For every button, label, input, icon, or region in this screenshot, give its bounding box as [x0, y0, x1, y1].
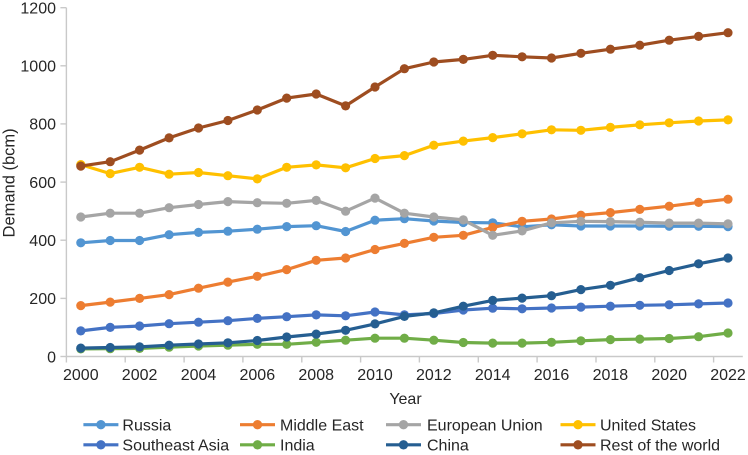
svg-text:Southeast Asia: Southeast Asia: [122, 438, 229, 455]
svg-text:Middle East: Middle East: [280, 417, 364, 434]
svg-text:United States: United States: [600, 417, 696, 434]
svg-text:China: China: [427, 438, 469, 455]
svg-text:2000: 2000: [63, 367, 99, 384]
svg-text:600: 600: [29, 175, 56, 192]
svg-text:2020: 2020: [651, 367, 687, 384]
svg-text:200: 200: [29, 291, 56, 308]
svg-text:2014: 2014: [475, 367, 511, 384]
svg-text:1200: 1200: [20, 1, 56, 18]
svg-text:Rest of the world: Rest of the world: [600, 438, 720, 455]
svg-text:2022: 2022: [710, 367, 746, 384]
svg-text:800: 800: [29, 117, 56, 134]
svg-text:2012: 2012: [416, 367, 452, 384]
svg-text:1000: 1000: [20, 59, 56, 76]
svg-text:2010: 2010: [357, 367, 393, 384]
svg-text:India: India: [280, 438, 315, 455]
svg-text:400: 400: [29, 233, 56, 250]
svg-text:2006: 2006: [240, 367, 276, 384]
svg-text:European Union: European Union: [427, 417, 543, 434]
svg-text:2018: 2018: [593, 367, 629, 384]
svg-text:2008: 2008: [298, 367, 334, 384]
svg-text:Demand (bcm): Demand (bcm): [1, 128, 19, 237]
svg-text:Year: Year: [389, 391, 422, 408]
svg-text:2002: 2002: [122, 367, 158, 384]
svg-text:0: 0: [47, 349, 56, 366]
svg-text:2004: 2004: [181, 367, 217, 384]
svg-text:Russia: Russia: [122, 417, 171, 434]
svg-text:2016: 2016: [534, 367, 570, 384]
